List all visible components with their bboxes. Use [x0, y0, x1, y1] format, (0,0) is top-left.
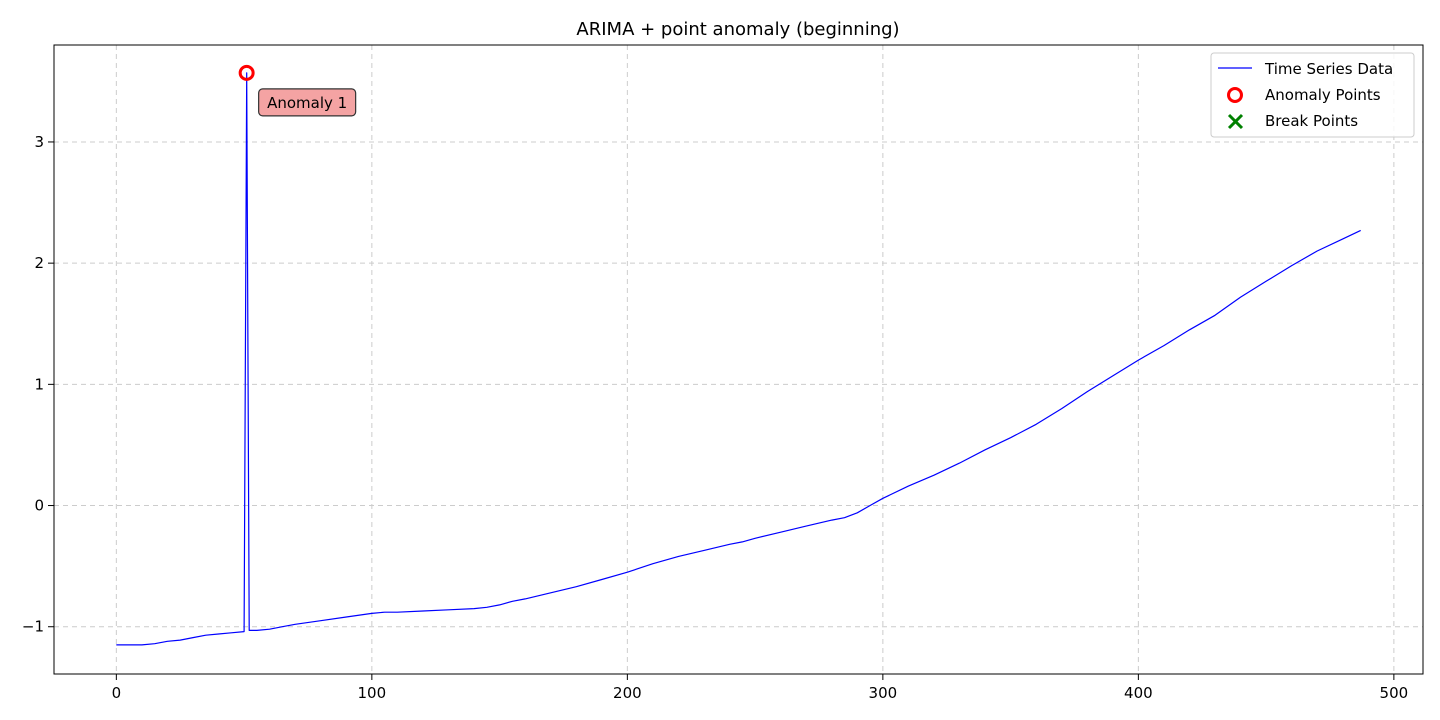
x-tick-label: 500: [1380, 684, 1409, 702]
legend-label-series: Time Series Data: [1264, 60, 1393, 78]
x-axis: 0 100 200 300 400 500: [112, 674, 1409, 702]
x-tick-label: 100: [358, 684, 387, 702]
x-tick-label: 0: [112, 684, 122, 702]
legend-circle-marker: [1227, 87, 1243, 103]
plot-frame: [53, 44, 1424, 675]
anomaly-point: [238, 64, 255, 81]
legend: Time Series Data Anomaly Points Break Po…: [1210, 52, 1415, 138]
legend-label-break: Break Points: [1265, 112, 1358, 130]
legend-x-marker: [1227, 113, 1244, 130]
series-line-time-series-data: [116, 72, 1361, 646]
series-layer: [116, 72, 1361, 646]
legend-box: [1210, 52, 1415, 138]
x-tick-label: 400: [1124, 684, 1153, 702]
y-tick-label: 0: [34, 497, 44, 515]
y-tick-label: 3: [34, 133, 44, 151]
y-tick-label: −1: [22, 618, 44, 636]
y-tick-label: 2: [34, 254, 44, 272]
anomaly-layer: Anomaly 1: [238, 64, 357, 117]
anomaly-label-box: [258, 88, 357, 117]
y-axis: −1 0 1 2 3: [22, 133, 54, 636]
anomaly-label: Anomaly 1: [267, 94, 347, 112]
y-tick-label: 1: [34, 375, 44, 393]
x-tick-label: 200: [613, 684, 642, 702]
chart-title: ARIMA + point anomaly (beginning): [576, 19, 899, 40]
x-tick-label: 300: [869, 684, 898, 702]
legend-label-anomaly: Anomaly Points: [1265, 86, 1381, 104]
